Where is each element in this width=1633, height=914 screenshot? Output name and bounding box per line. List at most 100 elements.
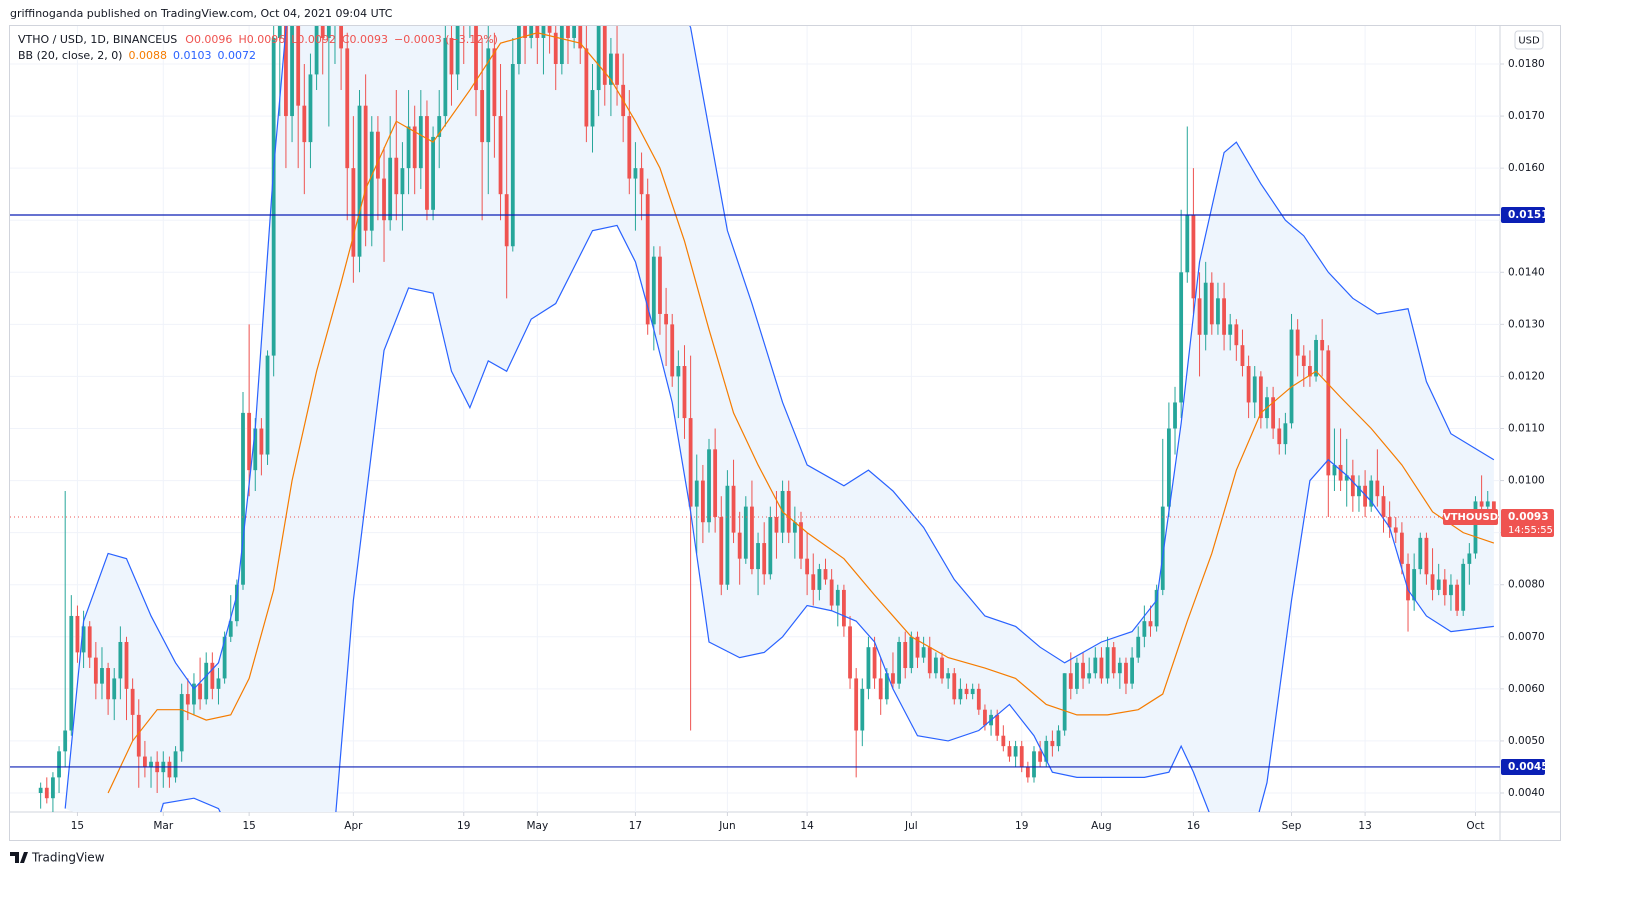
candle-body xyxy=(462,0,466,2)
candle-body xyxy=(1393,527,1398,533)
x-tick-label: Sep xyxy=(1282,820,1302,832)
candle-body xyxy=(829,579,834,606)
last-price-tag xyxy=(1501,509,1554,538)
candle-body xyxy=(817,569,822,590)
x-tick-label: 16 xyxy=(1187,820,1201,832)
candle-body xyxy=(719,517,724,585)
candle-body xyxy=(835,589,840,606)
candle-body xyxy=(51,777,55,799)
candle-body xyxy=(480,90,485,143)
candle-body xyxy=(909,636,914,669)
candle-body xyxy=(431,136,435,210)
candle-body xyxy=(903,641,908,669)
plot-area xyxy=(10,0,1500,812)
candle-body xyxy=(1467,553,1472,564)
candle-body xyxy=(713,449,718,518)
y-tick-label: 0.0110 xyxy=(1508,423,1545,435)
candle-body xyxy=(173,751,178,778)
candle-body xyxy=(1044,740,1049,762)
candle-body xyxy=(1473,501,1478,554)
candle-body xyxy=(241,412,245,585)
candle-body xyxy=(884,673,889,700)
candle-body xyxy=(1111,647,1116,674)
candle-body xyxy=(952,673,957,700)
indicator-value: 0.0103 xyxy=(173,49,212,62)
candle-body xyxy=(688,418,693,507)
candle-body xyxy=(449,37,454,75)
candle-body xyxy=(676,366,681,377)
x-tick-label: Jun xyxy=(718,820,735,832)
candle-body xyxy=(345,48,350,169)
bollinger-line xyxy=(107,32,1495,794)
candle-body xyxy=(774,517,779,533)
candle-body xyxy=(1013,746,1018,757)
candle-body xyxy=(412,126,417,169)
candle-body xyxy=(382,178,386,221)
candle-body xyxy=(228,621,233,637)
candle-body xyxy=(290,26,294,117)
candle-body xyxy=(743,506,748,559)
candle-body xyxy=(915,636,920,658)
axes: 0.00400.00500.00600.00700.00800.00900.01… xyxy=(71,58,1554,832)
candle-body xyxy=(694,480,699,507)
candle-body xyxy=(1093,657,1098,674)
currency-badge[interactable] xyxy=(1514,30,1544,50)
candle-body xyxy=(1363,485,1368,507)
currency: USD xyxy=(1518,36,1540,47)
candle-body xyxy=(658,256,662,314)
candle-body xyxy=(1173,402,1177,429)
candle-body xyxy=(1032,751,1036,778)
candle-body xyxy=(492,48,497,117)
candle-body xyxy=(87,626,92,658)
y-tick-label: 0.0050 xyxy=(1508,735,1545,747)
candle-body xyxy=(799,522,803,559)
bollinger-line xyxy=(160,224,1494,812)
candle-body xyxy=(854,678,859,731)
candle-body xyxy=(529,26,534,38)
candle-body xyxy=(664,313,668,325)
candle-body xyxy=(468,0,472,2)
brand-logo xyxy=(10,852,28,863)
candle-body xyxy=(443,37,448,117)
candle-body xyxy=(627,116,632,179)
x-tick-label: Oct xyxy=(1466,820,1484,832)
candle-body xyxy=(1234,324,1239,346)
candle-body xyxy=(878,678,883,700)
candle-body xyxy=(1326,350,1331,476)
candle-body xyxy=(609,53,613,85)
candle-body xyxy=(1185,215,1190,273)
candle-body xyxy=(1087,673,1092,679)
candle-body xyxy=(1179,272,1184,403)
candle-body xyxy=(1455,584,1459,611)
x-tick-label: 14 xyxy=(800,820,814,832)
x-tick-label: 19 xyxy=(1015,820,1028,832)
candle-body xyxy=(1209,282,1214,325)
candle-body xyxy=(308,74,313,143)
candle-body xyxy=(425,116,429,210)
status-value: C0.0093 xyxy=(342,33,388,46)
candle-body xyxy=(848,626,852,679)
logo-icon xyxy=(10,852,28,863)
candle-body xyxy=(762,543,767,575)
candle-body xyxy=(93,657,98,684)
candle-body xyxy=(566,26,570,38)
candle-body xyxy=(277,26,282,38)
candle-body xyxy=(486,48,491,143)
candle-body xyxy=(535,26,540,38)
candle-body xyxy=(707,449,711,523)
candle-body xyxy=(983,709,987,726)
candle-body xyxy=(1154,589,1159,627)
countdown: 14:55:55 xyxy=(1508,525,1553,536)
candle-body xyxy=(1001,735,1006,747)
x-tick-label: 13 xyxy=(1358,820,1371,832)
candle-body xyxy=(995,714,1000,736)
candle-body xyxy=(1124,662,1128,684)
y-tick-label: 0.0140 xyxy=(1508,266,1545,278)
candle-body xyxy=(517,26,521,65)
candle-body xyxy=(578,26,583,49)
candle-body xyxy=(1381,496,1386,518)
y-tick-label: 0.0100 xyxy=(1508,475,1545,487)
candle-body xyxy=(1160,506,1165,590)
candle-body xyxy=(1075,662,1079,689)
